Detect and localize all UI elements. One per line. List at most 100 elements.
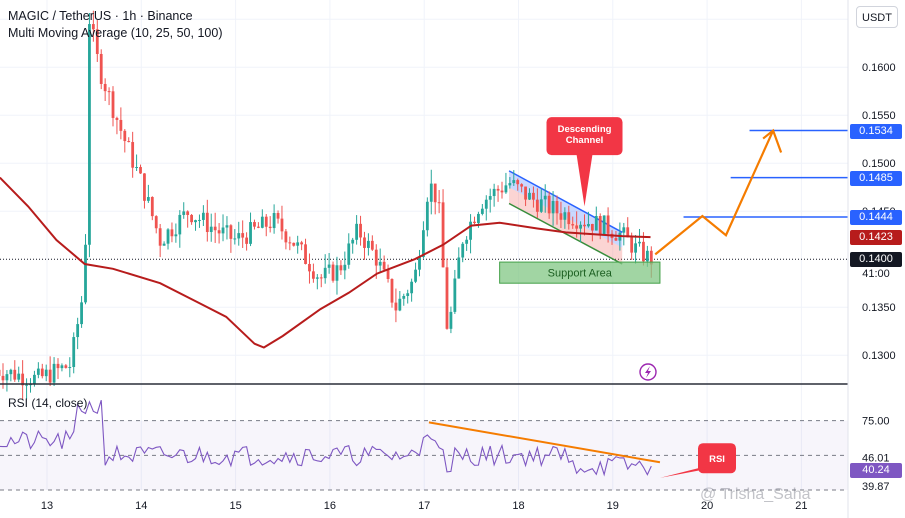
candle xyxy=(457,247,461,279)
candle-body xyxy=(567,212,571,225)
candle xyxy=(52,357,56,386)
candle-body xyxy=(429,183,433,202)
rsi-value-tag: 40.24 xyxy=(850,463,902,479)
candle xyxy=(543,184,547,213)
rsi-title[interactable]: RSI (14, close) xyxy=(8,396,88,410)
candle xyxy=(162,241,166,246)
candle xyxy=(370,235,374,251)
candle-body xyxy=(205,212,209,233)
candle-body xyxy=(551,201,555,214)
candle xyxy=(516,178,520,191)
lightning-icon-bolt xyxy=(645,366,651,378)
candle xyxy=(410,278,414,302)
candle-body xyxy=(253,222,256,227)
candle-body xyxy=(76,324,80,338)
candle xyxy=(323,254,327,284)
candle xyxy=(492,183,496,207)
candle-body xyxy=(119,119,123,131)
time-tick-label: 14 xyxy=(135,500,147,512)
candle-body xyxy=(520,184,524,187)
candle xyxy=(441,189,445,268)
candle xyxy=(229,224,233,253)
candle-body xyxy=(370,240,374,250)
candle-body xyxy=(68,366,72,368)
time-tick-label: 17 xyxy=(418,500,430,512)
candle-body xyxy=(465,239,469,244)
candle-body xyxy=(418,256,421,270)
projection-path xyxy=(654,130,775,256)
candle xyxy=(284,229,288,250)
candle-body xyxy=(390,278,394,303)
candle-body xyxy=(213,226,217,231)
candle-body xyxy=(367,240,370,248)
chart-legend: MAGIC / TetherUS · 1h · Binance Multi Mo… xyxy=(8,8,222,42)
candle-body xyxy=(386,269,390,279)
candle xyxy=(437,190,441,214)
candle-body xyxy=(398,298,402,311)
candle xyxy=(135,154,138,172)
candle xyxy=(445,258,449,330)
candle xyxy=(602,215,606,236)
candle-body xyxy=(543,195,547,200)
candle xyxy=(245,232,249,251)
candle-body xyxy=(198,219,201,221)
candle xyxy=(594,206,598,231)
candle-body xyxy=(351,239,355,244)
candle xyxy=(351,237,355,254)
countdown-tag: 41:00 xyxy=(850,267,902,282)
candle xyxy=(190,213,193,225)
candle xyxy=(127,137,131,143)
candle xyxy=(146,184,150,203)
candle xyxy=(390,278,394,308)
candle-body xyxy=(95,29,99,54)
candle xyxy=(225,216,229,240)
candle-body xyxy=(107,91,111,93)
candle-body xyxy=(473,221,476,224)
indicator-title[interactable]: Multi Moving Average (10, 25, 50, 100) xyxy=(8,26,223,40)
candle xyxy=(154,215,158,234)
candle-body xyxy=(217,230,221,234)
candle xyxy=(158,223,162,258)
candle xyxy=(528,188,531,200)
candle xyxy=(178,210,182,248)
candle-body xyxy=(583,224,586,227)
candle-body xyxy=(571,224,575,226)
candle xyxy=(308,253,311,284)
candle-body xyxy=(410,281,414,294)
candle-body xyxy=(5,374,9,381)
candle xyxy=(622,222,626,246)
candle-body xyxy=(445,267,449,329)
rsi-line xyxy=(0,400,652,477)
candle-body xyxy=(563,212,567,220)
candle xyxy=(535,188,539,218)
candle-body xyxy=(516,180,520,185)
channel-bottom-line xyxy=(508,202,623,265)
lightning-icon[interactable] xyxy=(639,363,657,381)
candle-body xyxy=(143,173,146,201)
symbol-title[interactable]: MAGIC / TetherUS · 1h · Binance xyxy=(8,9,193,23)
candle-body xyxy=(17,373,21,380)
candle xyxy=(150,196,154,221)
candle-body xyxy=(382,261,386,270)
candle-body xyxy=(288,242,292,244)
candle-body xyxy=(186,211,190,215)
rsi-divergence-line xyxy=(428,421,661,464)
candle xyxy=(249,212,252,247)
candle-body xyxy=(268,226,272,229)
candle-body xyxy=(256,226,260,228)
rsi-callout: RSI xyxy=(660,443,736,478)
candle-body xyxy=(649,250,653,265)
candle-body xyxy=(115,117,119,120)
candle xyxy=(590,223,594,242)
candle xyxy=(311,263,315,283)
candle xyxy=(363,231,366,260)
candle-body xyxy=(496,188,500,191)
candle-body xyxy=(170,229,174,237)
candle xyxy=(606,207,610,243)
candle xyxy=(555,195,559,225)
candle-body xyxy=(614,238,618,241)
candle-body xyxy=(406,293,410,296)
currency-button[interactable]: USDT xyxy=(856,6,898,28)
